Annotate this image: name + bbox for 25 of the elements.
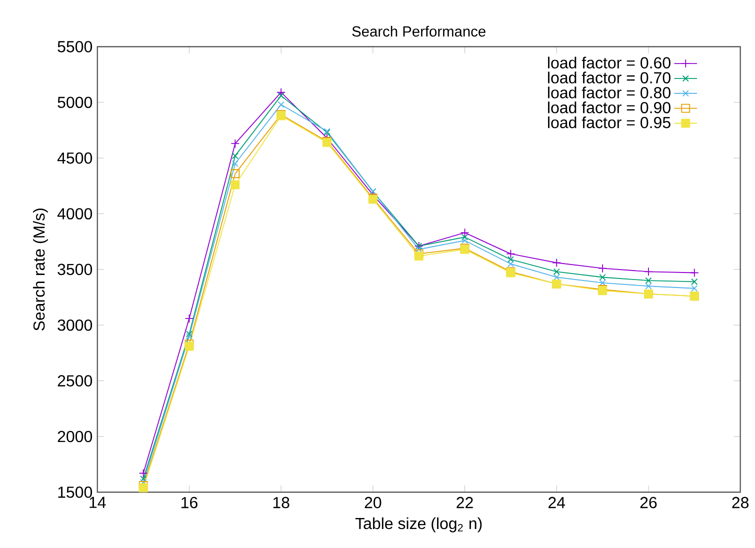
x-tick-label: 22 [456,496,473,508]
x-tick-label: 16 [182,496,198,508]
y-tick-label: 4000 [57,208,92,220]
y-tick-label: 2000 [58,430,92,442]
x-tick-label: 24 [548,496,566,508]
y-tick-label: 5500 [58,40,92,52]
y-tick-label: 3500 [58,264,92,275]
x-tick-label: 18 [273,496,290,508]
y-tick-label: 2500 [58,375,92,386]
y-tick-label: 3000 [58,319,92,331]
x-tick-label: 14 [90,496,106,508]
x-tick-label: 28 [732,496,749,508]
legend-label: load factor = 0.90 [548,101,670,114]
legend-label: load factor = 0.60 [548,56,670,68]
y-tick-label: 5000 [58,96,92,108]
y-tick-label: 4500 [57,152,92,164]
y-tick-label: 1500 [58,486,92,498]
legend-label: load factor = 0.70 [548,72,670,84]
x-tick-label: 20 [364,496,382,508]
x-tick-label: 26 [640,496,657,508]
legend-label: load factor = 0.95 [548,116,670,128]
legend-label: load factor = 0.80 [548,86,670,98]
y-axis-title: Search rate (M/s) [32,208,48,330]
x-axis-title: Table size (log$_{2}$ n) [355,517,482,532]
chart-title: Search Performance [352,26,486,37]
